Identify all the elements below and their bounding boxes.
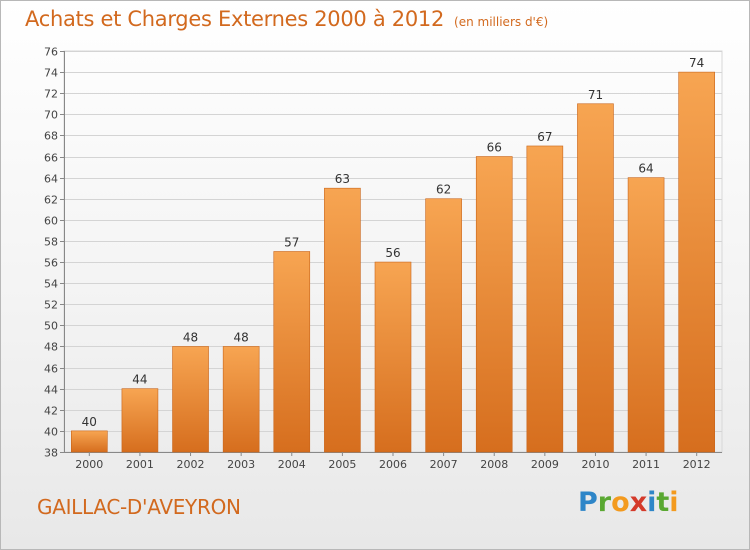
chart-title: Achats et Charges Externes 2000 à 2012 (e… [25,7,548,31]
y-tick-label: 50 [44,320,58,333]
logo-letter: P [578,487,598,518]
bar-value-label: 48 [234,330,249,344]
bar-2001 [121,388,159,453]
proxiti-logo: Proxiti [578,487,679,518]
bar-value-label: 66 [487,141,502,155]
logo-letter: t [656,487,670,518]
y-tick-label: 66 [44,152,58,165]
x-tick-label: 2001 [126,458,154,471]
logo-letter: o [611,487,630,518]
bar-2011 [627,177,665,453]
x-tick-label: 2006 [379,458,407,471]
bar-value-label: 56 [385,246,400,260]
bar-2008 [475,156,513,453]
y-tick-label: 38 [44,447,58,460]
bar-value-label: 71 [588,88,603,102]
chart-subtitle: (en milliers d'€) [454,15,549,29]
bar-value-label: 67 [537,130,552,144]
x-tick-label: 2000 [75,458,103,471]
bar-value-label: 63 [335,172,350,186]
y-tick-label: 72 [44,88,58,101]
x-tick-label: 2009 [531,458,559,471]
bar-2006 [374,261,412,453]
y-tick-label: 62 [44,194,58,207]
bar-value-label: 64 [638,162,653,176]
y-tick-label: 40 [44,426,58,439]
y-tick-label: 74 [44,67,58,80]
y-tick-label: 52 [44,299,58,312]
x-tick-label: 2002 [177,458,205,471]
y-tick-label: 70 [44,109,58,122]
bar-value-label: 44 [132,373,147,387]
x-tick-label: 2004 [278,458,306,471]
bar-value-label: 48 [183,330,198,344]
bar-2007 [425,198,462,453]
y-tick-label: 56 [44,257,58,270]
chart-title-text: Achats et Charges Externes 2000 à 2012 [25,7,445,31]
bar-value-label: 57 [284,236,299,250]
bar-2002 [172,346,209,453]
y-tick-label: 68 [44,130,58,143]
bar-2010 [577,103,614,453]
bar-2004 [273,251,311,453]
x-tick-label: 2003 [227,458,255,471]
x-tick-label: 2010 [581,458,609,471]
bar-value-label: 62 [436,183,451,197]
y-tick-label: 48 [44,341,58,354]
x-tick-label: 2008 [480,458,508,471]
bar-2012 [678,71,715,453]
bar-2009 [526,145,564,453]
y-tick-label: 42 [44,405,58,418]
y-tick-label: 60 [44,215,58,228]
logo-letter: i [647,487,657,518]
bar-value-label: 74 [689,56,704,70]
y-tick-label: 44 [44,384,58,397]
x-tick-label: 2007 [430,458,458,471]
logo-letter: i [669,487,679,518]
y-tick-label: 46 [44,363,58,376]
bar-2000 [71,430,108,453]
y-tick-label: 64 [44,173,58,186]
logo-letter: x [629,487,648,518]
x-axis-labels: 2000 2001 2002 2003 2004 2005 2006 2007 2008 2009… [75,452,711,471]
y-tick-label: 58 [44,236,58,249]
y-tick-label: 54 [44,278,58,291]
x-tick-label: 2011 [632,458,660,471]
location-name: GAILLAC-D'AVEYRON [37,495,241,519]
x-tick-label: 2012 [683,458,711,471]
bar-2003 [222,346,260,453]
x-tick-label: 2005 [328,458,356,471]
bar-value-label: 40 [82,415,97,429]
logo-letter: r [597,487,612,518]
bars: 40 44 48 48 57 63 56 62 66 67 71 64 74 [71,56,715,453]
bar-2005 [324,187,361,453]
y-tick-label: 76 [44,46,58,59]
